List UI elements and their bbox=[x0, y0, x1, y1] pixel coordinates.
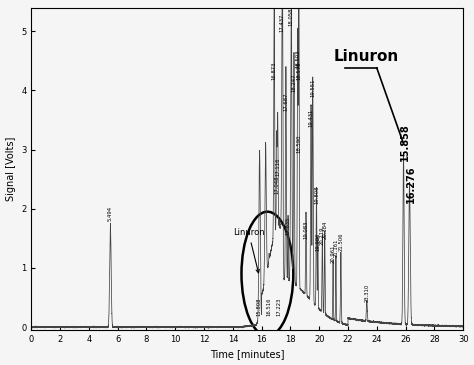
Text: 17.687: 17.687 bbox=[283, 93, 288, 111]
Text: 19.083: 19.083 bbox=[303, 221, 309, 239]
Text: 17.223: 17.223 bbox=[277, 297, 282, 316]
Text: 19.906: 19.906 bbox=[315, 233, 320, 251]
Text: 23.310: 23.310 bbox=[365, 284, 369, 302]
Text: 20.384: 20.384 bbox=[322, 221, 327, 239]
X-axis label: Time [minutes]: Time [minutes] bbox=[210, 349, 284, 360]
Text: 19.551: 19.551 bbox=[310, 79, 315, 97]
Text: 18.503: 18.503 bbox=[295, 50, 300, 68]
Text: 19.808: 19.808 bbox=[314, 185, 319, 204]
Text: 17.048: 17.048 bbox=[274, 176, 279, 194]
Text: 21.506: 21.506 bbox=[338, 233, 343, 251]
Text: 15.858: 15.858 bbox=[400, 124, 410, 161]
Y-axis label: Signal [Volts]: Signal [Volts] bbox=[6, 137, 16, 201]
Text: 20.961: 20.961 bbox=[330, 245, 336, 263]
Text: Linuron: Linuron bbox=[233, 228, 264, 273]
Text: 16.873: 16.873 bbox=[272, 61, 277, 80]
Text: 18.247: 18.247 bbox=[292, 73, 296, 92]
Text: 15.808: 15.808 bbox=[256, 297, 261, 316]
Text: 5.494: 5.494 bbox=[108, 205, 113, 220]
Text: 17.835: 17.835 bbox=[285, 217, 291, 235]
Text: 20.219: 20.219 bbox=[320, 227, 325, 245]
Text: Linuron: Linuron bbox=[334, 49, 399, 64]
Text: 18.058: 18.058 bbox=[289, 8, 294, 27]
Text: 18.575: 18.575 bbox=[296, 61, 301, 80]
Text: 17.116: 17.116 bbox=[275, 158, 280, 176]
Text: 19.431: 19.431 bbox=[309, 109, 313, 127]
Text: 16.276: 16.276 bbox=[406, 165, 416, 203]
Text: 16.516: 16.516 bbox=[266, 297, 272, 316]
Text: 17.437: 17.437 bbox=[280, 14, 285, 32]
Text: 18.590: 18.590 bbox=[296, 134, 301, 153]
Text: 21.161: 21.161 bbox=[333, 239, 338, 257]
